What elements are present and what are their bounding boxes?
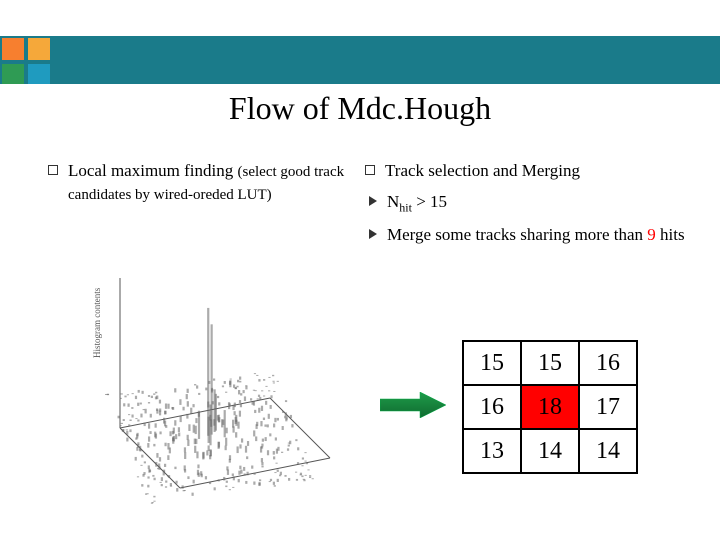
- square-bullet-icon: [365, 165, 375, 175]
- triangle-bullet-icon: [369, 229, 377, 239]
- right-item-1: Nhit > 15: [365, 191, 690, 216]
- corner-sq-0: [2, 38, 24, 60]
- left-heading: Local maximum finding (select good track…: [68, 160, 355, 206]
- corner-sq-2: [2, 64, 24, 86]
- lut-grid: 151516161817131414: [462, 340, 638, 474]
- grid-cell: 15: [463, 341, 521, 385]
- grid-cell: 16: [579, 341, 637, 385]
- merge-b: hits: [656, 225, 685, 244]
- right-heading: Track selection and Merging: [385, 160, 580, 183]
- arrow-icon: [380, 392, 446, 418]
- histogram-3d-plot: Histogram contents: [90, 258, 350, 508]
- nhit-pre: N: [387, 192, 399, 211]
- right-heading-row: Track selection and Merging: [365, 160, 690, 183]
- right-item-1-text: Nhit > 15: [387, 191, 447, 216]
- grid-cell: 14: [579, 429, 637, 473]
- corner-squares: [0, 36, 52, 88]
- nhit-sub: hit: [399, 200, 412, 214]
- left-column: Local maximum finding (select good track…: [0, 160, 355, 254]
- grid-cell: 18: [521, 385, 579, 429]
- right-item-2-text: Merge some tracks sharing more than 9 hi…: [387, 224, 685, 247]
- content-row: Local maximum finding (select good track…: [0, 160, 720, 254]
- page-title: Flow of Mdc.Hough: [0, 84, 720, 137]
- merge-a: Merge some tracks sharing more than: [387, 225, 647, 244]
- square-bullet-icon: [48, 165, 58, 175]
- corner-sq-1: [28, 38, 50, 60]
- merge-num: 9: [647, 225, 656, 244]
- plot-ylabel: Histogram contents: [92, 287, 102, 358]
- right-item-2: Merge some tracks sharing more than 9 hi…: [365, 224, 690, 247]
- grid-cell: 16: [463, 385, 521, 429]
- grid-cell: 17: [579, 385, 637, 429]
- triangle-bullet-icon: [369, 196, 377, 206]
- grid-cell: 14: [521, 429, 579, 473]
- corner-sq-3: [28, 64, 50, 86]
- left-heading-strong: Local maximum finding: [68, 161, 238, 180]
- nhit-post: > 15: [412, 192, 447, 211]
- grid-cell: 15: [521, 341, 579, 385]
- right-column: Track selection and Merging Nhit > 15 Me…: [355, 160, 720, 254]
- plot-bars: [105, 308, 314, 504]
- left-bullet: Local maximum finding (select good track…: [48, 160, 355, 206]
- grid-cell: 13: [463, 429, 521, 473]
